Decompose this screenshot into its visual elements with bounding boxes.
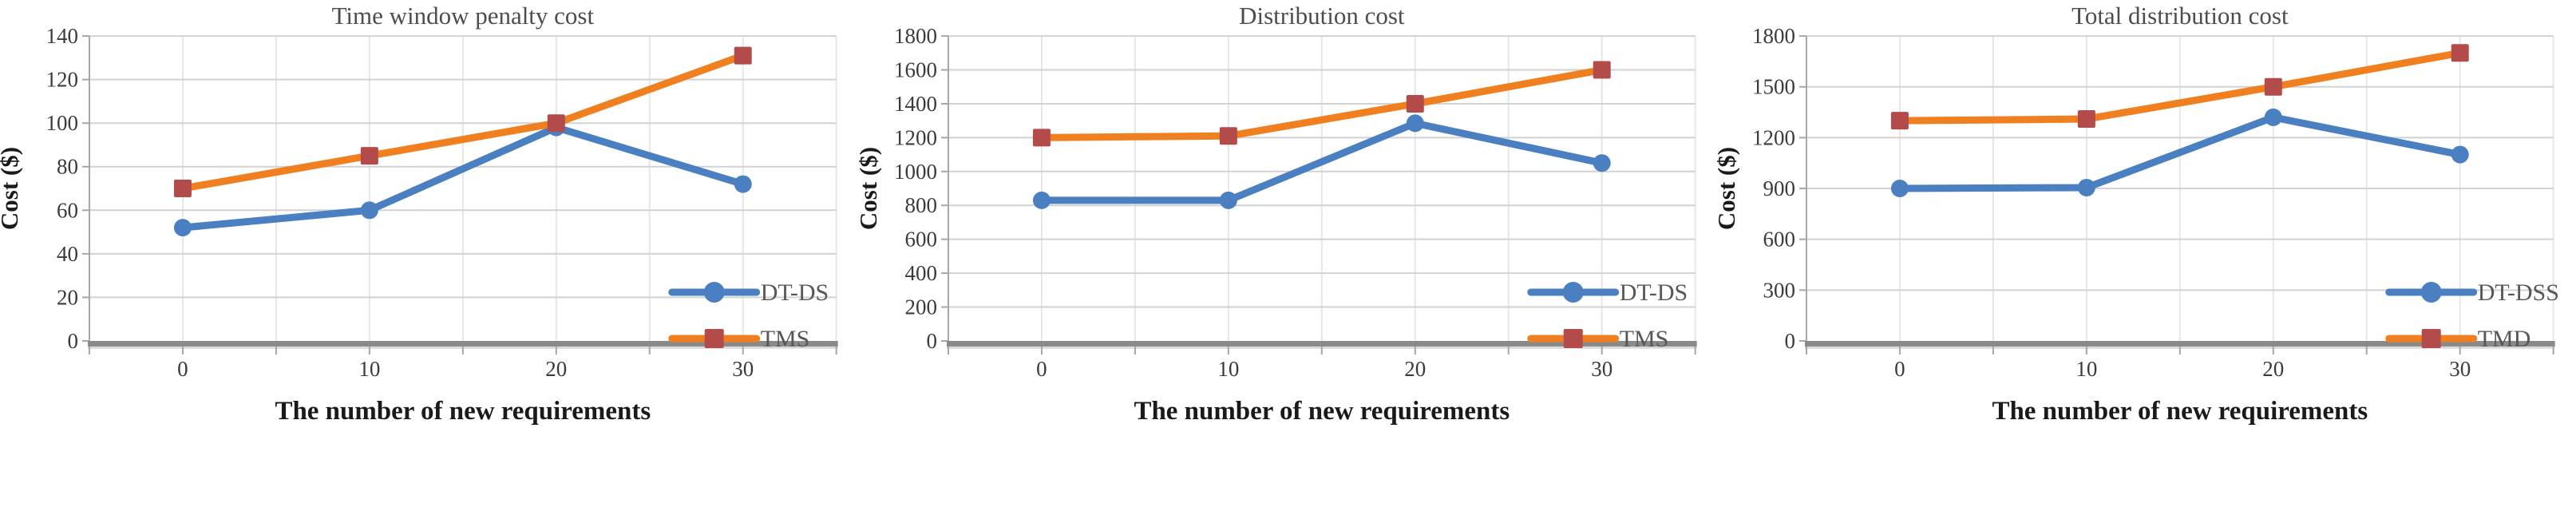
y-tick-label: 120 [46, 68, 77, 92]
y-tick-label: 900 [1763, 176, 1795, 200]
data-point-tms [1593, 61, 1611, 79]
data-point-dt-dss [2451, 145, 2470, 164]
y-tick-label: 1200 [894, 125, 937, 149]
x-tick-label: 10 [1217, 357, 1239, 381]
legend-marker-circle-icon [2421, 281, 2443, 303]
data-point-tms [360, 147, 378, 165]
x-tick-label: 20 [2263, 357, 2285, 381]
data-point-dt-ds [734, 175, 752, 193]
data-point-tmd [2265, 77, 2283, 96]
legend-label: DT-DSS [2478, 279, 2559, 306]
y-tick-label: 1200 [1752, 125, 1795, 149]
data-point-dt-dss [2078, 178, 2096, 196]
y-tick-label: 1500 [1752, 75, 1795, 99]
data-point-dt-ds [1406, 114, 1424, 133]
y-tick-label: 600 [1763, 228, 1795, 252]
x-tick-label: 20 [545, 357, 567, 381]
data-point-tmd [2451, 44, 2470, 62]
distribution-cost-plot: 0 200 400 600 800 1000 1200 1400 1600 1800 0 10 20 30… [859, 2, 1697, 426]
data-point-tmd [1891, 112, 1909, 130]
chart-title: Total distribution cost [2071, 2, 2289, 30]
series-line-tms [179, 52, 747, 192]
chart-time-window-penalty-cost: 0 20 40 60 80 100 120 140 0 10 20 30 DT-DS TMS Time wi… [0, 0, 859, 519]
x-axis-title: The number of new requirements [1992, 397, 2368, 426]
y-tick-label: 0 [1785, 329, 1796, 353]
data-point-dt-ds [1219, 191, 1237, 209]
data-point-tms [1032, 129, 1051, 147]
x-tick-label: 0 [177, 357, 188, 381]
y-tick-label: 200 [904, 295, 936, 319]
series-line-tms [1038, 66, 1605, 141]
y-tick-label: 80 [57, 155, 78, 179]
legend-marker-square-icon [704, 328, 724, 348]
legend-marker-square-icon [1563, 328, 1583, 348]
total-distribution-cost-plot: 0 300 600 900 1200 1500 1800 0 10 20 30 DT-DSS TMD To… [1717, 2, 2559, 426]
legend-label: DT-DS [761, 279, 829, 306]
data-point-tms [173, 180, 192, 198]
legend-marker-square-icon [2422, 328, 2442, 348]
y-tick-label: 0 [926, 329, 937, 353]
y-tick-label: 100 [46, 111, 77, 135]
y-tick-label: 40 [57, 242, 78, 266]
legend-label: TMD [2478, 326, 2531, 352]
y-tick-label: 1400 [894, 92, 937, 116]
legend-label: TMS [1619, 326, 1668, 352]
data-point-dt-ds [1593, 154, 1611, 172]
x-axis-title: The number of new requirements [1134, 397, 1510, 426]
x-tick-label: 0 [1036, 357, 1047, 381]
y-tick-label: 0 [67, 329, 78, 353]
legend-marker-circle-icon [1562, 281, 1584, 303]
data-point-dt-ds [360, 201, 378, 220]
x-tick-label: 30 [1591, 357, 1612, 381]
data-point-dt-ds [1032, 191, 1051, 209]
y-tick-label: 1600 [894, 58, 937, 82]
x-tick-label: 30 [732, 357, 754, 381]
data-point-tms [1406, 94, 1424, 113]
series-line-dt-dss [1896, 113, 2464, 192]
series-line-tmd [1896, 49, 2464, 125]
chart-title: Distribution cost [1239, 2, 1405, 30]
x-tick-label: 30 [2450, 357, 2471, 381]
y-tick-label: 600 [904, 228, 936, 252]
chart-title: Time window penalty cost [332, 2, 595, 30]
x-tick-label: 0 [1895, 357, 1906, 381]
time-window-penalty-cost-plot: 0 20 40 60 80 100 120 140 0 10 20 30 DT-DS TMS Time wi… [0, 2, 838, 426]
y-tick-label: 300 [1763, 278, 1795, 302]
x-axis-title: The number of new requirements [275, 397, 651, 426]
data-point-dt-ds [173, 219, 192, 237]
y-tick-label: 60 [57, 198, 78, 222]
y-axis-title: Cost ($) [1717, 147, 1740, 230]
data-point-tms [1219, 127, 1237, 145]
data-point-tmd [2078, 110, 2096, 129]
x-tick-label: 10 [2076, 357, 2098, 381]
chart-total-distribution-cost: 0 300 600 900 1200 1500 1800 0 10 20 30 DT-DSS TMD To… [1717, 0, 2576, 519]
legend-label: TMS [761, 326, 810, 352]
data-point-dt-dss [2265, 108, 2283, 126]
y-tick-label: 1800 [894, 24, 937, 48]
chart-distribution-cost: 0 200 400 600 800 1000 1200 1400 1600 1800 0 10 20 30… [859, 0, 1718, 519]
y-tick-label: 800 [904, 193, 936, 217]
y-axis-title: Cost ($) [859, 147, 882, 230]
legend-label: DT-DS [1619, 279, 1688, 306]
y-tick-label: 400 [904, 261, 936, 285]
y-axis-title: Cost ($) [0, 147, 23, 230]
y-tick-label: 140 [46, 24, 77, 48]
x-tick-label: 20 [1404, 357, 1426, 381]
y-tick-label: 1800 [1752, 24, 1795, 48]
x-tick-label: 10 [358, 357, 380, 381]
data-point-dt-dss [1891, 180, 1909, 198]
data-point-tms [547, 114, 565, 133]
y-tick-label: 20 [57, 285, 78, 309]
series-line-dt-ds [1038, 119, 1605, 204]
series-line-dt-ds [179, 124, 747, 232]
legend-marker-circle-icon [703, 281, 725, 303]
y-tick-label: 1000 [894, 160, 937, 184]
data-point-tms [734, 46, 752, 65]
